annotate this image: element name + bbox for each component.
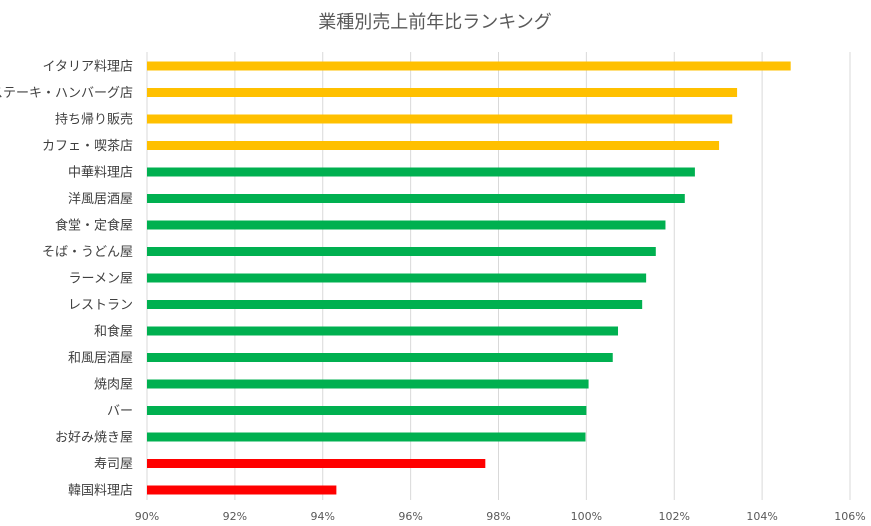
category-label: 食堂・定食屋 (55, 218, 133, 234)
category-label: 焼肉屋 (94, 378, 133, 393)
bar (147, 114, 733, 124)
category-label: そば・うどん屋 (42, 245, 133, 260)
category-label: 洋風居酒屋 (68, 192, 133, 207)
x-tick-label: 100% (571, 510, 602, 523)
bar (147, 379, 589, 389)
bar (147, 432, 586, 442)
x-tick-label: 104% (746, 510, 777, 523)
category-label: ステーキ・ハンバーグ店 (0, 86, 133, 101)
category-label: 寿司屋 (94, 457, 133, 472)
bar (147, 326, 619, 336)
category-label: 中華料理店 (68, 166, 133, 181)
bar (147, 220, 666, 230)
bar (147, 247, 656, 256)
x-tick-label: 98% (486, 510, 510, 523)
chart-title: 業種別売上前年比ランキング (318, 12, 551, 33)
x-tick-label: 94% (311, 510, 335, 523)
category-label: 持ち帰り販売 (55, 112, 133, 128)
x-tick-label: 96% (398, 510, 422, 523)
bar (147, 459, 486, 468)
category-label: 韓国料理店 (68, 484, 133, 499)
bar (147, 88, 738, 97)
x-tick-label: 106% (834, 510, 865, 523)
category-labels: イタリア料理店ステーキ・ハンバーグ店持ち帰り販売カフェ・喫茶店中華料理店洋風居酒… (0, 60, 133, 499)
bar (147, 273, 647, 283)
x-tick-label: 90% (135, 510, 159, 523)
bar (147, 141, 720, 150)
bar (147, 300, 643, 309)
bar (147, 353, 613, 362)
category-label: レストラン (68, 298, 133, 313)
category-label: 和食屋 (94, 324, 133, 340)
bar (147, 194, 685, 203)
bar (147, 406, 587, 415)
category-label: お好み焼き屋 (55, 431, 133, 446)
x-tick-label: 92% (223, 510, 247, 523)
category-label: カフェ・喫茶店 (42, 138, 133, 154)
bar (147, 485, 337, 495)
category-label: 和風居酒屋 (68, 351, 133, 366)
x-tick-label: 102% (659, 510, 690, 523)
bars (147, 61, 791, 495)
bar (147, 61, 791, 71)
x-tick-labels: 90% 92% 94% 96% 98% 100% 102% 104% 106% (135, 510, 866, 523)
category-label: ラーメン屋 (69, 272, 133, 287)
category-label: イタリア料理店 (43, 60, 133, 75)
bar (147, 167, 695, 177)
category-label: バー (107, 404, 133, 419)
